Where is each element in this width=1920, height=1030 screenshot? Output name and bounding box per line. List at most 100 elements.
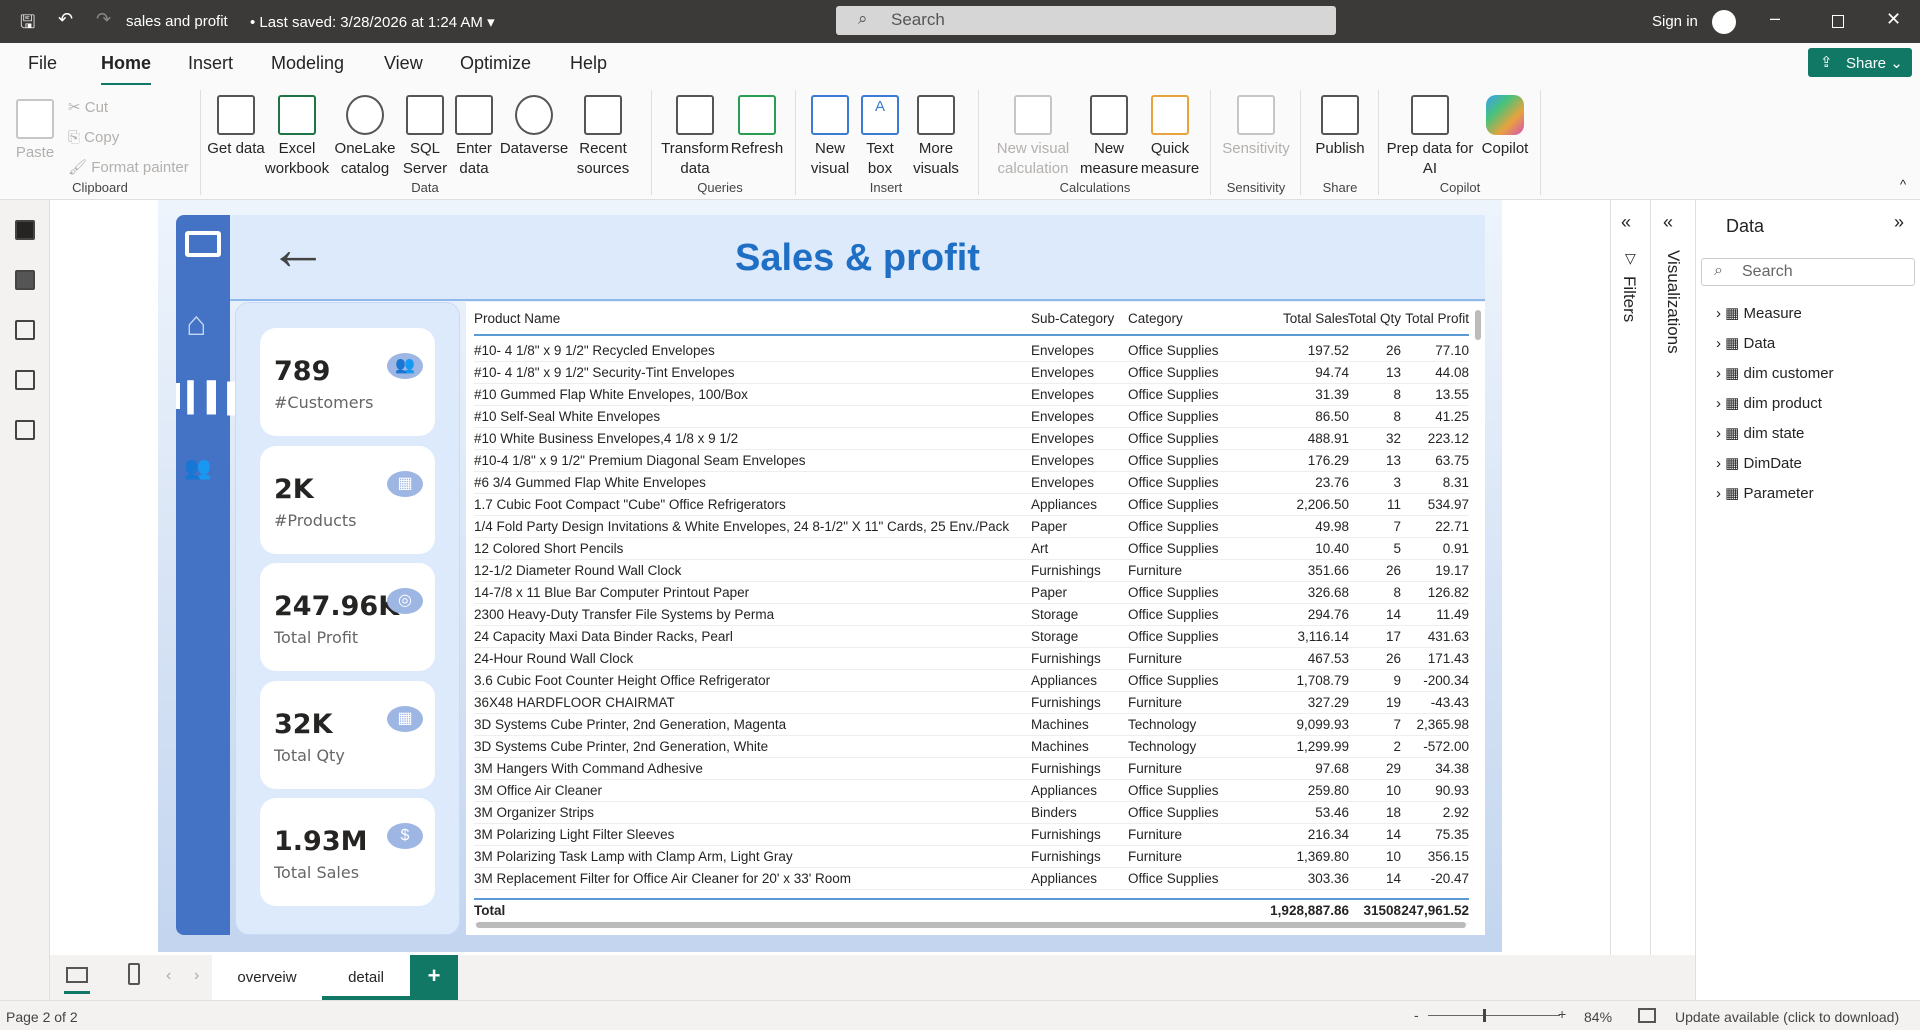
- publish-button[interactable]: Publish: [1310, 95, 1370, 159]
- zoom-slider[interactable]: [1428, 1009, 1560, 1022]
- tab-modeling[interactable]: Modeling: [271, 53, 345, 73]
- column-header[interactable]: Total Profit: [1405, 311, 1469, 326]
- data-field-item[interactable]: › ▦ Parameter: [1716, 484, 1814, 502]
- data-field-item[interactable]: › ▦ DimDate: [1716, 454, 1802, 472]
- text-box-button[interactable]: A Text box: [858, 95, 902, 179]
- dax-query-view-icon[interactable]: [15, 370, 35, 390]
- data-field-item[interactable]: › ▦ dim product: [1716, 394, 1822, 412]
- table-row[interactable]: #10- 4 1/8" x 9 1/2" Security-Tint Envel…: [474, 362, 1469, 384]
- column-header[interactable]: Total Qty: [1347, 311, 1401, 326]
- dataverse-button[interactable]: Dataverse: [498, 95, 570, 159]
- table-row[interactable]: 12-1/2 Diameter Round Wall Clock Furnishi…: [474, 560, 1469, 582]
- table-row[interactable]: 3D Systems Cube Printer, 2nd Generation,…: [474, 714, 1469, 736]
- sensitivity-button[interactable]: Sensitivity: [1220, 95, 1292, 159]
- share-button[interactable]: ⇪ Share ⌄: [1808, 48, 1912, 77]
- report-view-icon[interactable]: [15, 220, 35, 240]
- table-view-icon[interactable]: [15, 270, 35, 290]
- column-header[interactable]: Total Sales: [1282, 311, 1349, 326]
- expand-visualizations-icon[interactable]: «: [1663, 212, 1674, 232]
- table-row[interactable]: #6 3/4 Gummed Flap White Envelopes Envelo…: [474, 472, 1469, 494]
- people-icon[interactable]: 👥: [184, 455, 212, 480]
- visualizations-pane[interactable]: « Visualizations: [1650, 200, 1695, 955]
- table-row[interactable]: 3M Hangers With Command Adhesive Furnishi…: [474, 758, 1469, 780]
- table-row[interactable]: #10 White Business Envelopes,4 1/8 x 9 1…: [474, 428, 1469, 450]
- excel-workbook-button[interactable]: Excel workbook: [262, 95, 332, 179]
- filters-pane[interactable]: « ▽ Filters: [1610, 200, 1650, 955]
- table-row[interactable]: 24-Hour Round Wall Clock Furnishings Furni…: [474, 648, 1469, 670]
- zoom-out-button[interactable]: -: [1414, 1007, 1419, 1023]
- zoom-slider-thumb[interactable]: [1483, 1009, 1487, 1022]
- next-page-icon[interactable]: ›: [194, 967, 200, 984]
- last-saved[interactable]: • Last saved: 3/28/2026 at 1:24 AM ▾: [250, 14, 495, 31]
- recent-sources-button[interactable]: Recent sources: [570, 95, 636, 179]
- tab-view[interactable]: View: [384, 53, 423, 73]
- back-arrow-icon[interactable]: ←: [268, 215, 328, 282]
- table-row[interactable]: 12 Colored Short Pencils Art Office Suppli…: [474, 538, 1469, 560]
- page-tab-detail[interactable]: detail: [322, 955, 410, 1000]
- tmdl-view-icon[interactable]: [15, 420, 35, 440]
- vertical-scrollbar[interactable]: [1475, 310, 1481, 340]
- table-row[interactable]: #10 Gummed Flap White Envelopes, 100/Box…: [474, 384, 1469, 406]
- table-row[interactable]: 3.6 Cubic Foot Counter Height Office Ref…: [474, 670, 1469, 692]
- refresh-button[interactable]: Refresh: [730, 95, 784, 159]
- sign-in-button[interactable]: Sign in: [1652, 13, 1698, 30]
- table-row[interactable]: 3D Systems Cube Printer, 2nd Generation,…: [474, 736, 1469, 758]
- table-row[interactable]: #10 Self-Seal White Envelopes Envelopes Of…: [474, 406, 1469, 428]
- onelake-button[interactable]: OneLake catalog: [331, 95, 399, 179]
- tab-optimize[interactable]: Optimize: [460, 53, 532, 73]
- undo-icon[interactable]: ↶: [58, 9, 74, 29]
- enter-data-button[interactable]: Enter data: [453, 95, 495, 179]
- tab-help[interactable]: Help: [570, 53, 608, 73]
- page-tab-overveiw[interactable]: overveiw: [212, 955, 322, 1000]
- new-visual-button[interactable]: New visual: [803, 95, 857, 179]
- get-data-button[interactable]: Get data: [207, 95, 265, 159]
- collapse-data-pane-icon[interactable]: »: [1894, 212, 1905, 232]
- prev-page-icon[interactable]: ‹: [166, 967, 172, 984]
- maximize-button[interactable]: [1832, 15, 1844, 28]
- save-icon[interactable]: 🖫: [20, 12, 36, 32]
- table-row[interactable]: 3M Organizer Strips Binders Office Supplie…: [474, 802, 1469, 824]
- data-field-item[interactable]: › ▦ dim state: [1716, 424, 1804, 442]
- horizontal-scrollbar[interactable]: [476, 922, 1466, 928]
- minimize-button[interactable]: –: [1770, 8, 1781, 28]
- table-row[interactable]: 2300 Heavy-Duty Transfer File Systems by…: [474, 604, 1469, 626]
- table-row[interactable]: 24 Capacity Maxi Data Binder Racks, Pear…: [474, 626, 1469, 648]
- mobile-layout-icon[interactable]: [128, 963, 140, 985]
- model-view-icon[interactable]: [15, 320, 35, 340]
- filters-label[interactable]: Filters: [1620, 276, 1639, 323]
- format-painter-button[interactable]: 🖌 Format painter: [68, 159, 189, 176]
- copy-button[interactable]: ⎘ Copy: [68, 129, 120, 146]
- table-row[interactable]: 3M Polarizing Task Lamp with Clamp Arm, …: [474, 846, 1469, 868]
- table-row[interactable]: #10- 4 1/8" x 9 1/2" Recycled Envelopes E…: [474, 340, 1469, 362]
- add-page-button[interactable]: +: [410, 955, 458, 1000]
- redo-icon[interactable]: ↷: [96, 9, 112, 29]
- column-header[interactable]: Category: [1128, 311, 1183, 326]
- visualizations-label[interactable]: Visualizations: [1664, 250, 1683, 354]
- table-row[interactable]: 3M Polarizing Light Filter Sleeves Furnis…: [474, 824, 1469, 846]
- table-row[interactable]: 14-7/8 x 11 Blue Bar Computer Printout P…: [474, 582, 1469, 604]
- collapse-ribbon-icon[interactable]: ^: [1900, 177, 1907, 192]
- account-icon[interactable]: [1712, 10, 1736, 34]
- column-header[interactable]: Sub-Category: [1031, 311, 1115, 326]
- copilot-button[interactable]: Copilot: [1476, 95, 1534, 159]
- table-row[interactable]: 3M Office Air Cleaner Appliances Office Su…: [474, 780, 1469, 802]
- table-row[interactable]: 3M Replacement Filter for Office Air Cle…: [474, 868, 1469, 890]
- data-search-input[interactable]: ⌕ Search: [1701, 258, 1915, 286]
- tab-insert[interactable]: Insert: [188, 53, 234, 73]
- data-field-item[interactable]: › ▦ Data: [1716, 334, 1775, 352]
- fit-to-page-icon[interactable]: [1638, 1008, 1656, 1023]
- update-available-link[interactable]: Update available (click to download): [1675, 1009, 1900, 1025]
- more-visuals-button[interactable]: More visuals: [904, 95, 968, 179]
- new-visual-calculation-button[interactable]: New visual calculation: [990, 95, 1076, 179]
- close-button[interactable]: ✕: [1886, 9, 1902, 29]
- sql-server-button[interactable]: SQL Server: [400, 95, 450, 179]
- desktop-layout-icon[interactable]: [66, 967, 88, 983]
- table-row[interactable]: #10-4 1/8" x 9 1/2" Premium Diagonal Sea…: [474, 450, 1469, 472]
- table-row[interactable]: 1.7 Cubic Foot Compact "Cube" Office Ref…: [474, 494, 1469, 516]
- home-icon[interactable]: ⌂: [186, 305, 207, 343]
- prep-data-ai-button[interactable]: Prep data for AI: [1385, 95, 1475, 179]
- monitor-icon[interactable]: [185, 231, 221, 257]
- search-box[interactable]: ⌕ Search: [836, 6, 1336, 35]
- data-field-item[interactable]: › ▦ Measure: [1716, 304, 1802, 322]
- transform-data-button[interactable]: Transform data: [660, 95, 730, 179]
